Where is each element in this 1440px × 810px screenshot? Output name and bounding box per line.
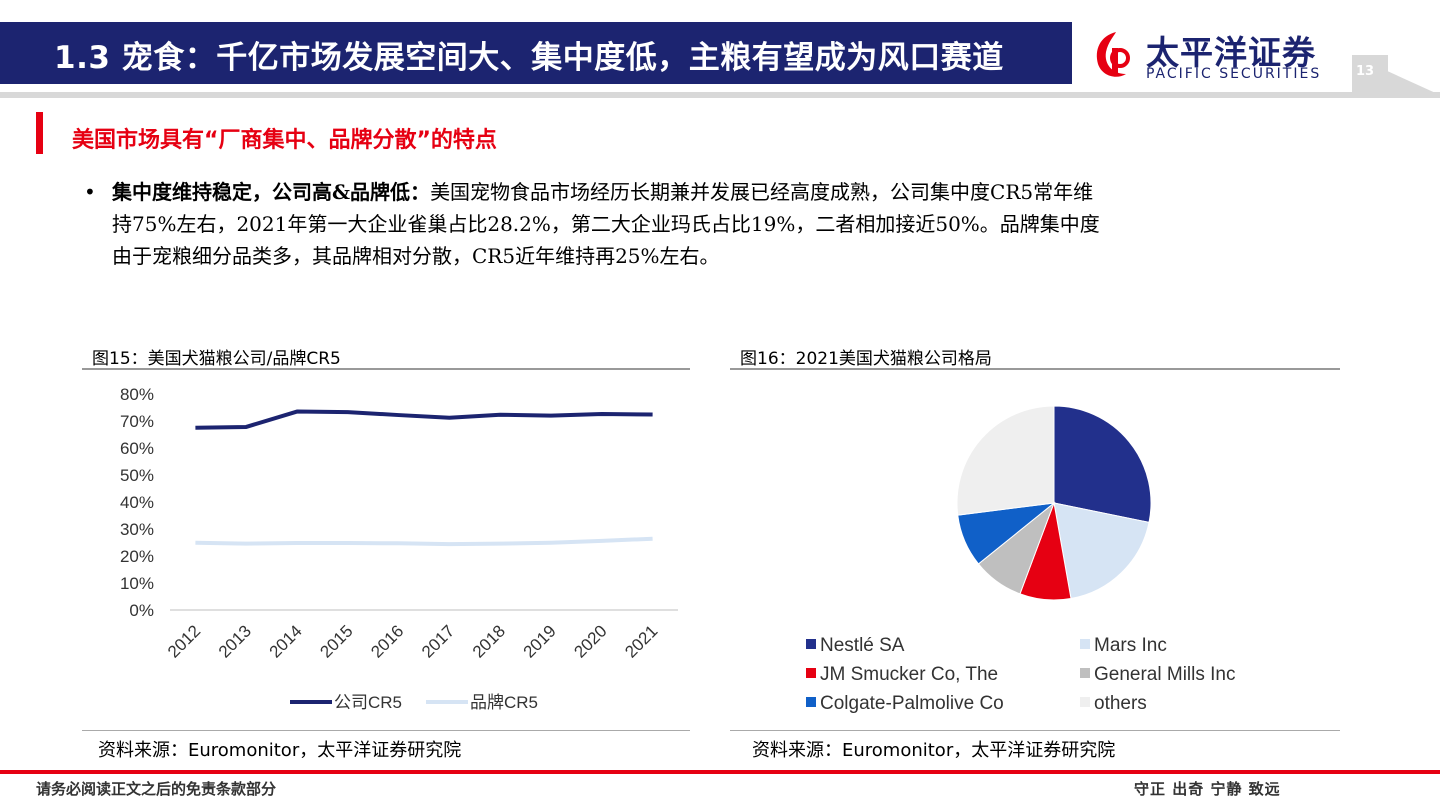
logo-name-cn: 太平洋证券 <box>1146 33 1316 72</box>
x-tick-label: 2012 <box>164 621 204 661</box>
legend-label: Nestlé SA <box>820 635 905 656</box>
y-tick-label: 40% <box>120 493 154 512</box>
y-tick-label: 60% <box>120 439 154 458</box>
figure16-bottom-rule <box>730 730 1340 731</box>
footer-rule <box>0 770 1440 774</box>
legend-swatch <box>806 639 816 649</box>
x-tick-label: 2013 <box>215 621 255 661</box>
legend-label: others <box>1094 693 1147 714</box>
bullet-dot: • <box>84 180 96 204</box>
logo-name-en: PACIFIC SECURITIES <box>1146 66 1322 82</box>
page-number-tab <box>1352 55 1440 95</box>
header-band <box>0 22 1072 84</box>
bullet-line1-text: 美国宠物食品市场经历长期兼并发展已经高度成熟，公司集中度CR5常年维 <box>430 180 1094 204</box>
x-tick-label: 2020 <box>570 621 610 661</box>
pie-slice <box>1053 502 1150 600</box>
y-tick-label: 30% <box>120 520 154 539</box>
header-rule <box>0 92 1440 98</box>
legend-label: 品牌CR5 <box>470 693 538 712</box>
bullet-lead: 集中度维持稳定，公司高&品牌低： <box>112 180 431 204</box>
bullet-line-2: 持75%左右，2021年第一大企业雀巢占比28.2%，第二大企业玛氏占比19%，… <box>112 212 1100 236</box>
legend-swatch <box>1080 668 1090 678</box>
bullet-paragraph: 集中度维持稳定，公司高&品牌低：美国宠物食品市场经历长期兼并发展已经高度成熟，公… <box>112 176 1302 272</box>
y-tick-label: 20% <box>120 547 154 566</box>
x-tick-label: 2015 <box>316 621 356 661</box>
x-tick-label: 2021 <box>621 621 661 661</box>
y-tick-label: 70% <box>120 412 154 431</box>
x-tick-label: 2019 <box>520 621 560 661</box>
figure16-source: 资料来源：Euromonitor，太平洋证券研究院 <box>752 740 1116 761</box>
figure15-source: 资料来源：Euromonitor，太平洋证券研究院 <box>98 740 462 761</box>
figure16-title: 图16：2021美国犬猫粮公司格局 <box>740 349 992 369</box>
figure15-title: 图15：美国犬猫粮公司/品牌CR5 <box>92 349 341 369</box>
legend-label: Mars Inc <box>1094 635 1167 656</box>
logo-icon <box>1096 32 1130 77</box>
footer-motto: 守正 出奇 宁静 致远 <box>1134 780 1281 798</box>
legend-swatch <box>1080 697 1090 707</box>
bullet-line-3: 由于宠粮细分品类多，其品牌相对分散，CR5近年维持再25%左右。 <box>112 244 720 268</box>
figure15-bottom-rule <box>82 730 690 731</box>
page-number: 13 <box>1356 64 1375 79</box>
legend-label: Colgate-Palmolive Co <box>820 693 1004 714</box>
legend-swatch <box>1080 639 1090 649</box>
x-tick-label: 2014 <box>266 621 306 661</box>
legend-swatch <box>806 697 816 707</box>
figure15-top-rule <box>82 368 690 370</box>
page-title: 1.3 宠食：千亿市场发展空间大、集中度低，主粮有望成为风口赛道 <box>54 40 1004 76</box>
bullet-line-1: 集中度维持稳定，公司高&品牌低：美国宠物食品市场经历长期兼并发展已经高度成熟，公… <box>112 176 1302 208</box>
figure16-top-rule <box>730 368 1340 370</box>
pie-slice <box>956 405 1055 516</box>
footer-disclaimer: 请务必阅读正文之后的免责条款部分 <box>36 780 277 798</box>
x-tick-label: 2018 <box>469 621 509 661</box>
series-line-1 <box>195 409 653 430</box>
pie-slice <box>1053 405 1152 523</box>
section-title: 美国市场具有“厂商集中、品牌分散”的特点 <box>72 128 497 153</box>
legend-label: General Mills Inc <box>1094 664 1236 685</box>
y-tick-label: 10% <box>120 574 154 593</box>
legend-label: JM Smucker Co, The <box>820 664 998 685</box>
y-tick-label: 80% <box>120 385 154 404</box>
y-tick-label: 50% <box>120 466 154 485</box>
y-tick-label: 0% <box>129 601 154 620</box>
x-tick-label: 2017 <box>418 621 458 661</box>
legend-label: 公司CR5 <box>334 693 402 712</box>
section-marker <box>36 112 43 154</box>
series-line-2 <box>195 536 653 547</box>
line-chart: 0%10%20%30%40%50%60%70%80%2012 2013 2014 20… <box>120 385 678 712</box>
pie-chart: Nestlé SA Mars Inc JM Smucker Co, The Gener… <box>806 405 1236 714</box>
legend-swatch <box>806 668 816 678</box>
x-tick-label: 2016 <box>367 621 407 661</box>
